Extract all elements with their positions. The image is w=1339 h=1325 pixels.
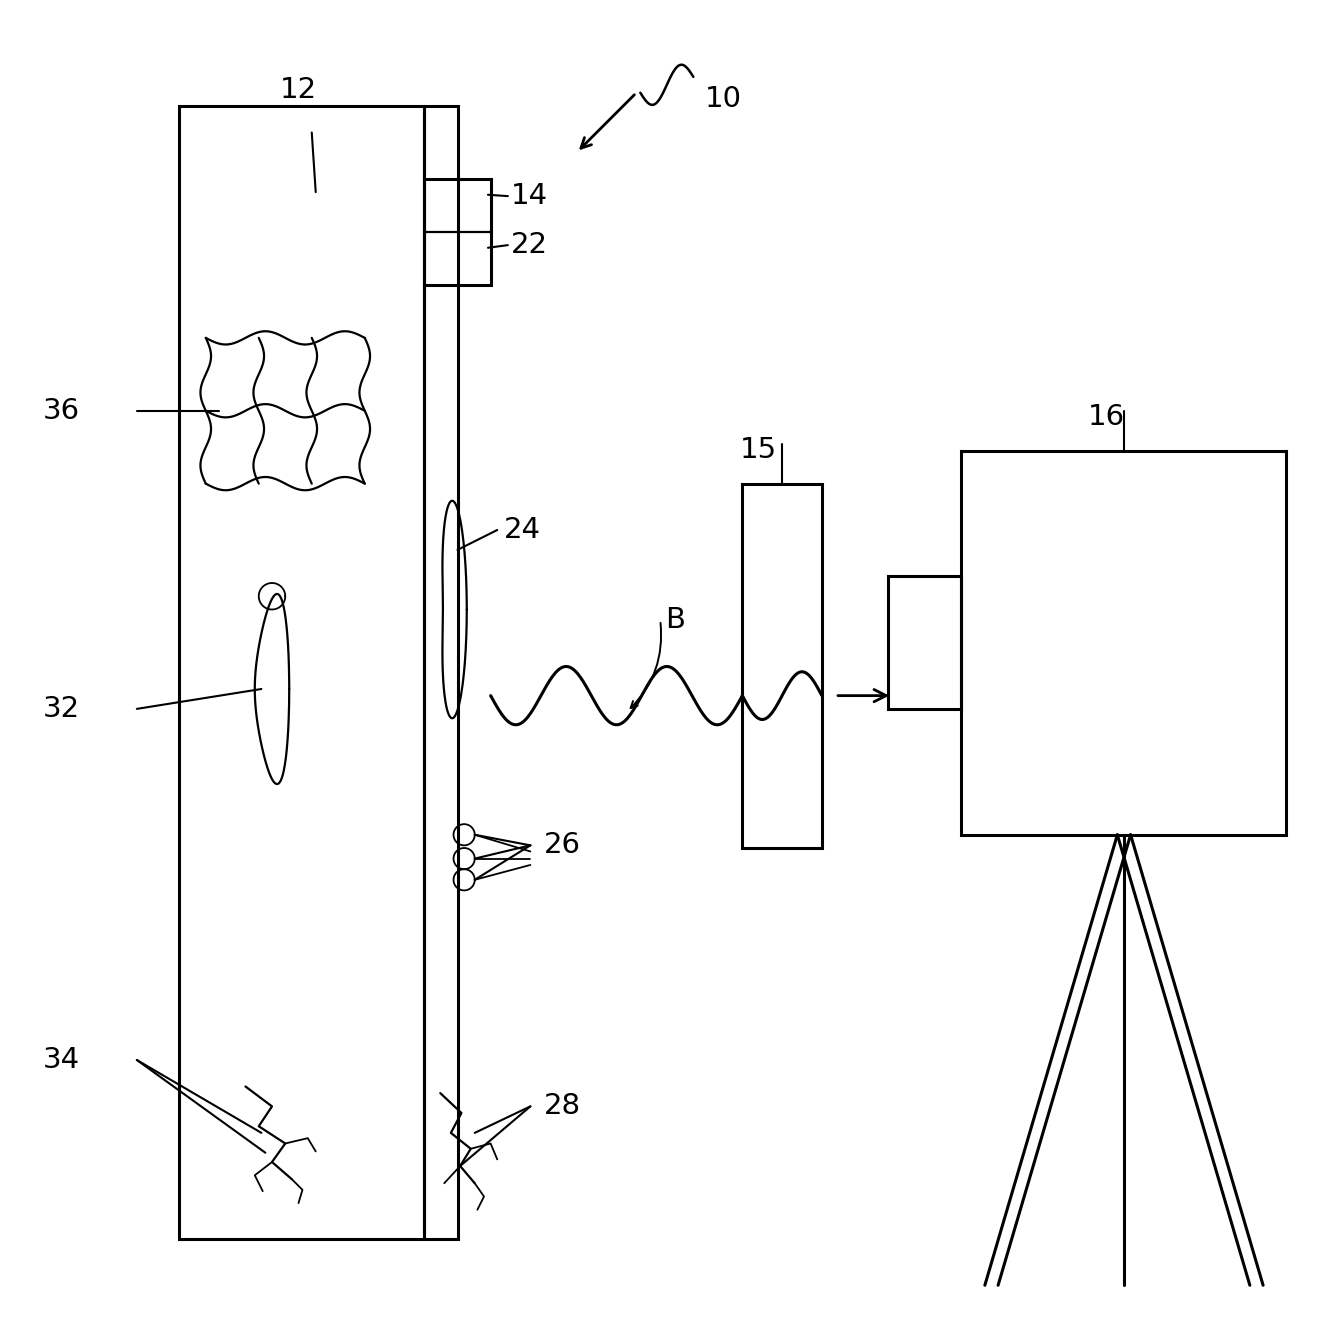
Text: 14: 14	[510, 182, 548, 211]
Text: 12: 12	[280, 76, 317, 105]
Text: 16: 16	[1089, 403, 1125, 432]
Bar	[888, 576, 961, 709]
Bar	[424, 106, 458, 1239]
Text: 34: 34	[43, 1045, 80, 1075]
Bar	[961, 451, 1285, 835]
Text: 22: 22	[510, 231, 548, 260]
Bar	[179, 106, 424, 1239]
Text: B: B	[665, 606, 686, 635]
Bar	[742, 484, 822, 848]
Bar	[424, 179, 490, 285]
Text: 32: 32	[43, 694, 80, 723]
Text: 36: 36	[43, 396, 80, 425]
Text: 24: 24	[503, 515, 541, 545]
Text: 15: 15	[739, 436, 777, 465]
Text: 26: 26	[544, 831, 581, 860]
Text: 10: 10	[706, 85, 742, 114]
Text: 28: 28	[544, 1092, 581, 1121]
